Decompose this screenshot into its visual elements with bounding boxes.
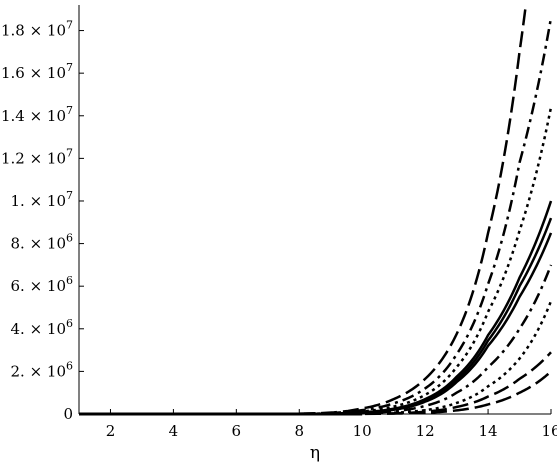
y-tick-label: 2. × 106 [10, 359, 73, 380]
x-tick-label: 16 [541, 422, 557, 440]
series-line-8 [79, 300, 553, 416]
axis-ticks: 2 4 6 8 10 12 14 16 0 2. × 106 4. × 106 6. × 106 8. … [1, 19, 557, 440]
series-line-3 [79, 107, 553, 416]
series-line-1 [79, 4, 528, 416]
y-tick-label: 6. × 106 [10, 274, 73, 295]
series-line-7 [79, 264, 553, 416]
x-tick-label: 2 [106, 422, 116, 440]
series-line-6 [79, 232, 553, 416]
x-axis-title: η [310, 443, 320, 463]
series-line-10 [79, 370, 552, 416]
y-tick-label: 1.4 × 107 [1, 104, 73, 125]
series-line-4 [79, 200, 553, 416]
y-tick-label: 1. × 107 [10, 189, 73, 210]
series-line-5 [79, 217, 553, 416]
x-tick-label: 12 [416, 422, 435, 440]
y-tick-label: 1.2 × 107 [1, 146, 73, 167]
series-line-9 [79, 351, 552, 416]
x-tick-label: 14 [479, 422, 498, 440]
x-tick-label: 6 [232, 422, 242, 440]
y-tick-label: 1.6 × 107 [1, 61, 73, 82]
x-tick-label: 4 [169, 422, 179, 440]
y-tick-label: 0 [63, 405, 73, 423]
x-tick-label: 8 [294, 422, 304, 440]
y-tick-label: 4. × 106 [10, 317, 73, 338]
series-lines [79, 4, 553, 416]
y-tick-label: 1.8 × 107 [1, 19, 73, 40]
x-tick-label: 10 [353, 422, 372, 440]
y-tick-label: 8. × 106 [10, 232, 73, 253]
